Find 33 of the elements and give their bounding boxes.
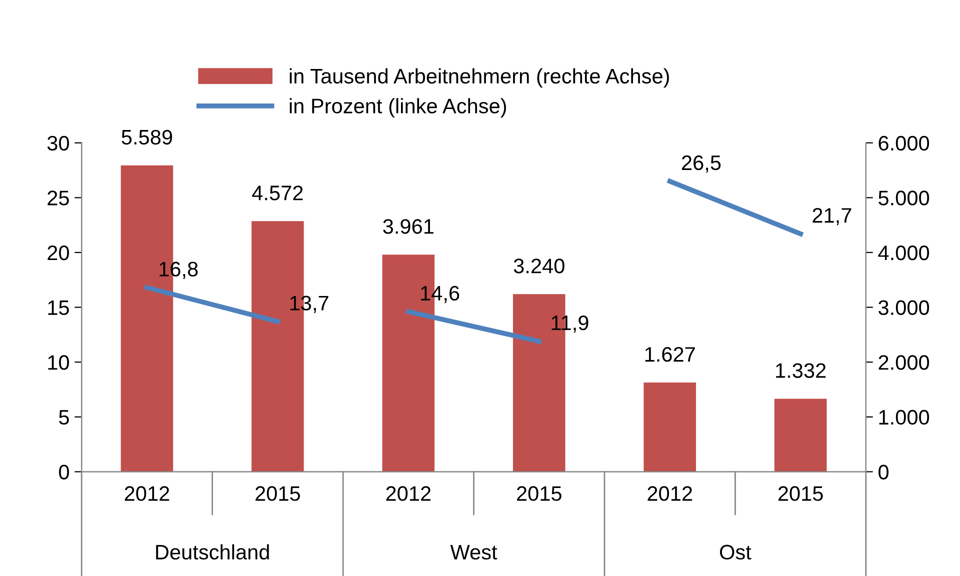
legend-label: in Prozent (linke Achse) (290, 98, 506, 118)
y2-tick-label: 4.000 (878, 245, 930, 260)
data-label: 1.332 (776, 363, 826, 378)
data-label: 5.589 (122, 130, 172, 145)
x-tick-label: 2015 (256, 486, 300, 501)
data-label: 4.572 (252, 186, 303, 200)
y2-tick-label: 6.000 (878, 136, 930, 151)
y-tick-label: 25 (48, 190, 69, 206)
data-label: 1.627 (645, 347, 695, 362)
x-tick-label: 2015 (778, 486, 823, 501)
y2-tick-label: 0 (878, 464, 888, 480)
y-tick-label: 15 (48, 300, 69, 316)
data-label: 3.961 (383, 219, 434, 234)
y2-tick-label: 1.000 (879, 410, 930, 425)
y-tick-label: 10 (48, 355, 69, 370)
y-tick-label: 20 (48, 245, 69, 260)
y2-tick-label: 3.000 (878, 300, 930, 316)
data-label: 26,5 (682, 155, 721, 173)
x-tick-label: 2015 (517, 486, 562, 501)
y-tick-label: 0 (59, 464, 69, 480)
y2-tick-label: 2.000 (878, 355, 930, 370)
data-label: 3.240 (514, 258, 564, 274)
data-label: 21,7 (812, 208, 852, 226)
legend-label: in Tausend Arbeitnehmern (rechte Achse) (290, 68, 669, 88)
x-tick-label: 2012 (386, 486, 431, 501)
x-tick-label: 2012 (648, 486, 692, 501)
y-tick-label: 30 (47, 136, 69, 151)
y2-tick-label: 5.000 (878, 190, 930, 206)
text: Deutschland (156, 544, 269, 560)
text: West (450, 545, 498, 560)
y-tick-label: 5 (59, 410, 69, 425)
x-tick-label: 2012 (124, 486, 170, 501)
text: Ost (720, 544, 752, 560)
